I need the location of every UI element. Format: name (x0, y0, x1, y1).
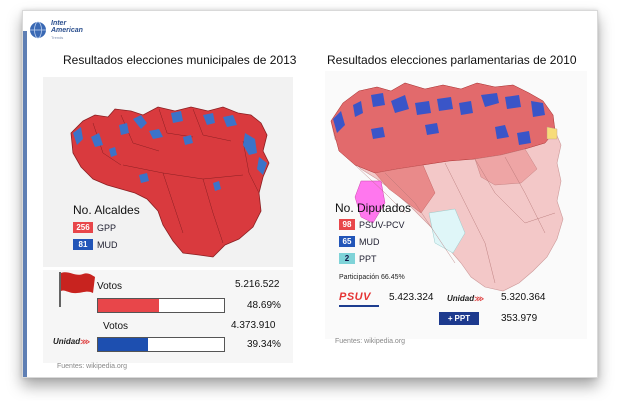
slide: Inter American Trends Resultados eleccio… (22, 10, 598, 378)
vote-label-1: Votos (97, 281, 123, 292)
legend-party-label: PSUV-PCV (359, 219, 405, 230)
vote-label-2: Votos (103, 321, 129, 332)
psuv-votes: 5.423.324 (389, 292, 434, 303)
right-legend-item-ppt: 2 PPT (339, 253, 377, 264)
legend-count-box: 256 (73, 222, 93, 233)
legend-count-box: 81 (73, 239, 93, 250)
legend-party-label: MUD (97, 239, 118, 250)
right-legend-item-psuv: 98 PSUV-PCV (339, 219, 405, 230)
left-legend-item-gpp: 256 GPP (73, 222, 116, 233)
legend-count-box: 98 (339, 219, 355, 230)
red-flag-icon (59, 272, 95, 307)
inter-american-trends-logo: Inter American Trends (29, 15, 109, 45)
map-state-region (428, 208, 466, 254)
map-state-region (354, 180, 386, 224)
right-legend-title: No. Diputados (335, 201, 412, 215)
vote-bar-1 (97, 298, 225, 313)
left-source: Fuentes: wikipedia.org (57, 363, 128, 370)
left-legend-title: No. Alcaldes (73, 203, 140, 217)
psuv-logo-underline (339, 305, 379, 307)
logo-line-1: Inter (51, 20, 67, 27)
legend-party-label: MUD (359, 236, 380, 247)
ppt-votes: 353.979 (501, 313, 538, 324)
ppt-logo-mark: + (447, 314, 453, 323)
map-opposition-areas (73, 111, 267, 191)
map-state-borders (354, 156, 556, 284)
ppt-logo: + PPT (439, 312, 479, 325)
unidad-votes: 5.320.364 (501, 292, 546, 303)
vote-bar-2 (97, 337, 225, 352)
legend-party-label: GPP (97, 222, 117, 233)
unidad-logo-text: Unidad (53, 337, 81, 346)
map-venezuela-2013 (70, 106, 270, 258)
slide-accent-bar (23, 31, 27, 377)
right-source: Fuentes: wikipedia.org (335, 338, 406, 345)
left-title: Resultados elecciones municipales de 201… (63, 53, 297, 67)
map-state-borders (92, 108, 260, 244)
map-state-region (70, 106, 270, 258)
globe-icon (30, 21, 46, 39)
unidad-logo-right-text: Unidad (447, 294, 475, 303)
right-legend-item-mud: 65 MUD (339, 236, 380, 247)
map-state-region (474, 148, 538, 186)
legend-count-box: 65 (339, 236, 355, 247)
logo-line-2: American (51, 27, 83, 34)
logo-text: Inter American (51, 20, 83, 34)
vote-percent-1: 48.69% (247, 300, 281, 311)
legend-party-label: PPT (359, 253, 377, 264)
vote-bar-fill-1 (98, 299, 160, 312)
unidad-logo-mark: ⋙ (80, 339, 91, 346)
map-venezuela-2010 (330, 82, 564, 292)
map-state-region (374, 164, 436, 214)
vote-bar-fill-2 (98, 338, 148, 351)
psuv-logo: PSUV (339, 291, 371, 303)
vote-count-2: 4.373.910 (231, 320, 276, 331)
vote-count-1: 5.216.522 (235, 279, 280, 290)
vote-percent-2: 39.34% (247, 339, 281, 350)
left-legend-item-mud: 81 MUD (73, 239, 118, 250)
logo-subtitle: Trends (51, 35, 64, 40)
map-state-region (546, 126, 558, 140)
right-title: Resultados elecciones parlamentarias de … (327, 53, 577, 67)
ppt-logo-text: PPT (454, 314, 471, 323)
unidad-logo: Unidad⋙ (53, 337, 90, 346)
unidad-logo-right-mark: ⋙ (474, 296, 485, 303)
participation-text: Participación 66.45% (339, 274, 405, 281)
map-opposition-areas (333, 93, 545, 145)
unidad-logo-right: Unidad⋙ (447, 294, 484, 303)
legend-count-box: 2 (339, 253, 355, 264)
